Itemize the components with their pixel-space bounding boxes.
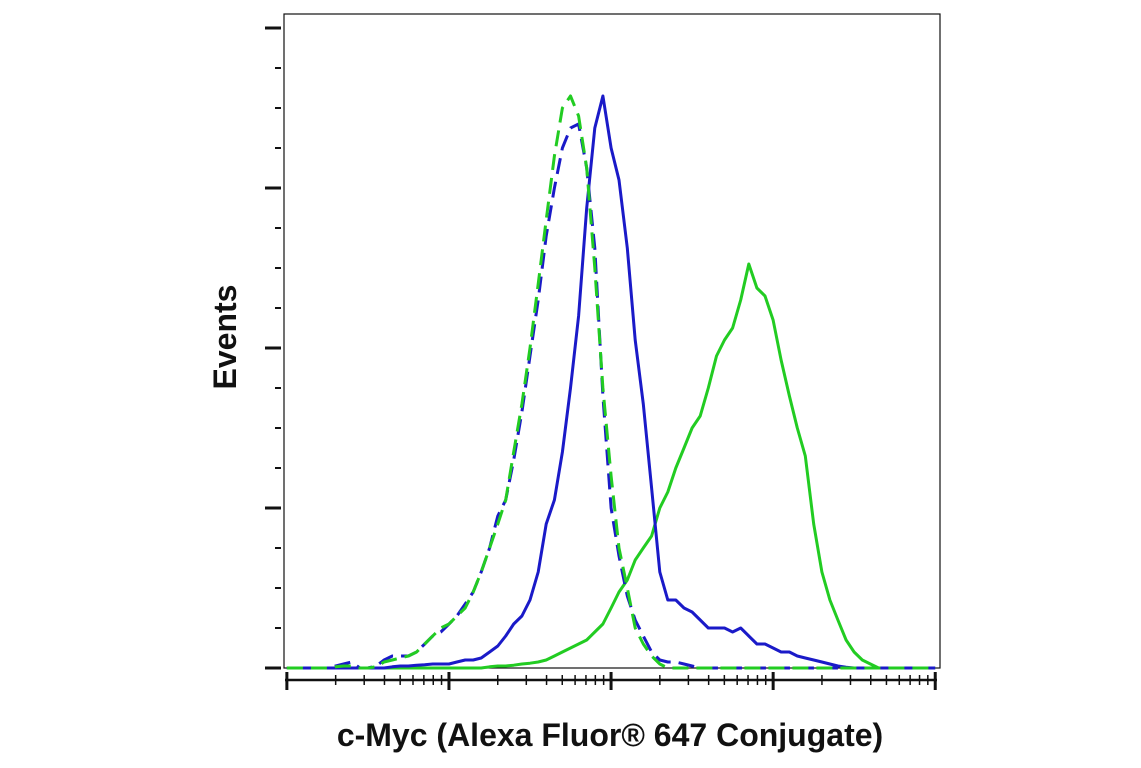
y-axis-label: Events bbox=[207, 285, 243, 390]
plot-frame bbox=[283, 13, 941, 669]
histogram-line bbox=[286, 262, 936, 670]
histogram-line bbox=[286, 94, 936, 670]
histogram-line bbox=[286, 94, 936, 670]
histogram-line bbox=[286, 122, 936, 670]
x-axis-label: c-Myc (Alexa Fluor® 647 Conjugate) bbox=[337, 717, 883, 753]
